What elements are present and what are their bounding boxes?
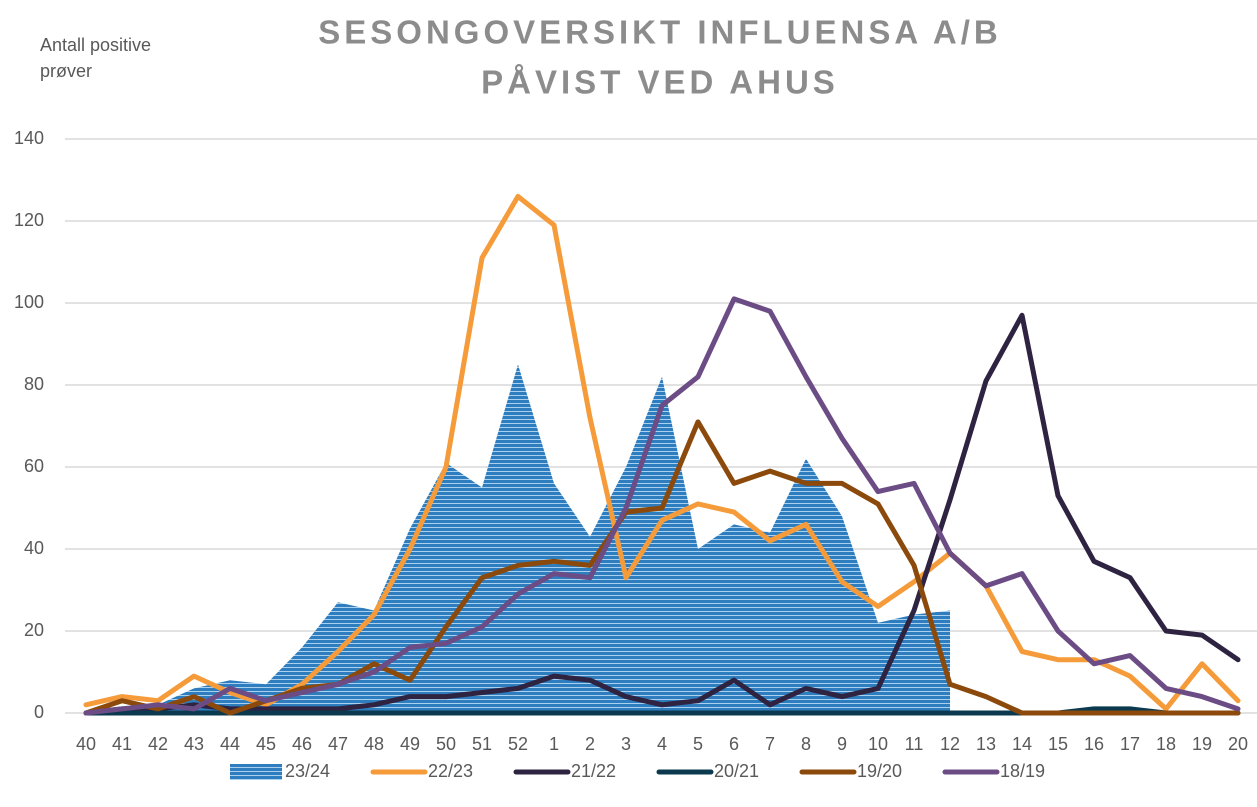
chart-title: SESONGOVERSIKT INFLUENSA A/B [318,14,1001,51]
y-tick-label: 0 [34,702,44,722]
y-tick-label: 120 [14,210,44,230]
x-tick-label: 20 [1228,734,1248,754]
x-tick-label: 15 [1048,734,1068,754]
legend-label: 21/22 [571,761,616,781]
x-tick-label: 1 [549,734,559,754]
x-tick-label: 47 [328,734,348,754]
x-tick-label: 50 [436,734,456,754]
x-tick-label: 14 [1012,734,1032,754]
legend-label: 23/24 [285,761,330,781]
y-tick-label: 60 [24,456,44,476]
line [83,296,1241,716]
y-tick-label: 100 [14,292,44,312]
x-tick-label: 4 [657,734,667,754]
x-tick-label: 52 [508,734,528,754]
x-tick-label: 46 [292,734,312,754]
legend-label: 22/23 [428,761,473,781]
x-tick-label: 41 [112,734,132,754]
x-tick-label: 51 [472,734,492,754]
x-tick-label: 2 [585,734,595,754]
y-tick-label: 140 [14,128,44,148]
x-tick-label: 8 [801,734,811,754]
y-tick-label: 40 [24,538,44,558]
legend-label: 18/19 [1000,761,1045,781]
x-tick-label: 9 [837,734,847,754]
x-tick-label: 10 [868,734,888,754]
legend-swatch [230,764,282,780]
x-tick-label: 19 [1192,734,1212,754]
area [86,364,950,713]
x-tick-label: 49 [400,734,420,754]
chart-title: PÅVIST VED AHUS [481,64,839,101]
legend-label: 19/20 [857,761,902,781]
x-tick-label: 5 [693,734,703,754]
x-tick-label: 43 [184,734,204,754]
x-tick-label: 16 [1084,734,1104,754]
legend-label: 20/21 [714,761,759,781]
y-axis-label: prøver [40,61,92,81]
x-tick-label: 13 [976,734,996,754]
x-tick-label: 48 [364,734,384,754]
x-tick-label: 11 [905,734,924,754]
x-tick-label: 18 [1156,734,1176,754]
x-tick-label: 6 [729,734,739,754]
x-tick-label: 12 [940,734,960,754]
y-tick-label: 80 [24,374,44,394]
x-tick-label: 44 [220,734,240,754]
y-axis-label: Antall positive [40,35,151,55]
x-tick-label: 40 [76,734,96,754]
x-tick-label: 7 [765,734,775,754]
x-tick-label: 45 [256,734,276,754]
line [83,312,1241,716]
x-tick-label: 3 [621,734,631,754]
x-tick-label: 17 [1120,734,1140,754]
x-tick-label: 42 [148,734,168,754]
y-tick-label: 20 [24,620,44,640]
